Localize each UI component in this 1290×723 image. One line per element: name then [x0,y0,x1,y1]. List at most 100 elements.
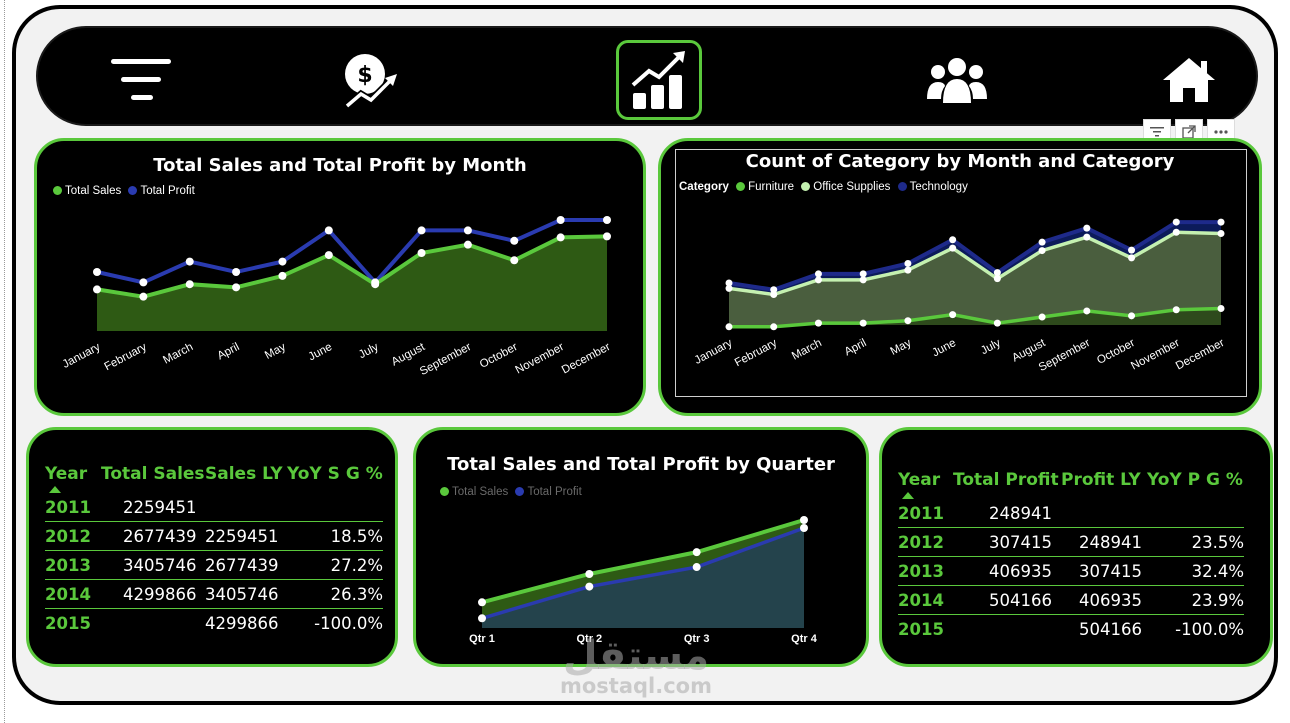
monthly-area-chart[interactable]: January February March April May June July Augu… [37,197,643,416]
total-sales-point [585,570,594,578]
table-row[interactable]: 2011 248941 [898,499,1244,528]
x-tick-label-january: January [61,341,103,371]
last-year-cell: 2259451 [205,521,287,551]
furniture-point [904,317,912,325]
year-cell: 2011 [45,493,101,522]
furniture-point [1128,312,1136,320]
total-profit-point [510,236,519,245]
year-cell: 2011 [898,499,953,528]
legend-furniture[interactable]: Furniture [748,181,795,193]
furniture-line [729,306,1222,329]
total-sales-line [481,518,805,605]
yoy-growth-cell: 18.5% [287,521,383,551]
column-header-sales-ly[interactable]: Sales LY [205,464,283,484]
total-cell: 504166 [953,585,1061,615]
sales-nav-button[interactable]: $ [328,40,414,120]
table-row[interactable]: 2013 406935 307415 32.4% [898,556,1244,586]
legend-title: Category [679,181,729,193]
x-tick-label-qtr-2: Qtr 2 [576,633,602,645]
column-header-year[interactable]: Year [45,464,101,493]
last-year-cell: 2677439 [205,550,287,580]
column-header-year-label: Year [898,470,941,490]
total-profit-line [96,218,607,286]
technology-point [1128,246,1136,254]
legend-total-profit-q[interactable]: Total Profit [527,486,582,498]
total-cell: 3405746 [101,550,205,580]
legend-technology[interactable]: Technology [909,181,968,193]
office-supplies-point [859,276,867,284]
furniture-point [1038,313,1046,321]
column-header-yoy-profit-growth[interactable]: YoY P G % [1147,470,1243,490]
filter-nav-button[interactable] [98,40,184,120]
column-header-profit-ly[interactable]: Profit LY [1061,470,1141,490]
x-tick-label-november: November [1129,337,1182,373]
watermark: مستقل mostaql.com [560,636,712,698]
total-profit-point [463,226,472,235]
technology-point [993,269,1001,277]
table-row[interactable]: 2014 504166 406935 23.9% [898,585,1244,615]
office-supplies-point [814,276,822,284]
home-nav-button[interactable] [1146,40,1232,120]
furniture-point [725,323,733,331]
year-cell: 2012 [45,521,101,551]
legend-swatch-total-profit [128,186,138,195]
total-sales-line [96,234,608,299]
x-tick-label-march: March [161,341,195,367]
year-cell: 2015 [45,613,91,633]
table-header-row: Year Total Sales Sales LY YoY S G % [45,464,383,493]
legend-office-supplies[interactable]: Office Supplies [813,181,891,193]
table-row[interactable]: 2014 4299866 3405746 26.3% [45,579,383,609]
legend-total-sales-q[interactable]: Total Sales [452,486,509,498]
total-cell: 2259451 [101,493,205,522]
total-profit-point [185,257,194,266]
table-row[interactable]: 2015 504166 -100.0% [898,615,1244,644]
column-header-total-profit[interactable]: Total Profit [953,470,1059,490]
total-cell: 248941 [953,499,1061,528]
table-row[interactable]: 2012 307415 248941 23.5% [898,527,1244,557]
table-row[interactable]: 2015 4299866 -100.0% [45,609,383,638]
office-supplies-point [1217,230,1225,237]
table-header-row: Year Total Profit Profit LY YoY P G % [898,470,1244,499]
x-tick-label-qtr-4: Qtr 4 [791,633,818,645]
yoy-growth-cell: -100.0% [1175,619,1244,639]
total-profit-point [692,563,701,572]
last-year-cell: 248941 [1061,527,1147,557]
table-row[interactable]: 2013 3405746 2677439 27.2% [45,550,383,580]
sales-yoy-table-panel: Year Total Sales Sales LY YoY S G % 2011… [26,427,398,667]
office-supplies-point [725,284,733,292]
total-profit-point [603,216,611,224]
total-sales-point [510,256,519,265]
total-profit-point [278,257,287,266]
office-supplies-point [1038,247,1046,255]
category-chart-legend: Category Furniture Office Supplies Techn… [679,181,968,193]
last-year-cell: 406935 [1061,585,1147,615]
furniture-point [1083,307,1091,315]
monthly-chart-legend: Total Sales Total Profit [49,185,195,197]
furniture-point [949,311,957,319]
legend-swatch-furniture [736,182,746,191]
table-row[interactable]: 2011 2259451 [45,493,383,522]
x-tick-label-november: November [514,341,567,377]
legend-total-profit[interactable]: Total Profit [140,185,195,197]
last-year-cell [205,493,287,522]
x-tick-label-april: April [216,341,242,362]
last-year-cell [1061,499,1147,528]
table-row[interactable]: 2012 2677439 2259451 18.5% [45,521,383,551]
technology-point [1217,218,1225,226]
x-tick-label-september: September [1037,337,1092,374]
last-year-cell: 504166 [1079,619,1142,639]
year-cell: 2012 [898,527,953,557]
quarterly-area-chart[interactable]: Qtr 1 Qtr 2 Qtr 3 Qtr 4 [416,502,866,662]
x-tick-label-may: May [888,337,913,358]
yoy-growth-cell: 26.3% [287,579,383,609]
technology-point [1038,238,1046,246]
column-header-total-sales[interactable]: Total Sales [101,464,205,484]
customers-nav-button[interactable] [914,40,1000,120]
column-header-yoy-sales-growth[interactable]: YoY S G % [287,464,383,484]
legend-total-sales[interactable]: Total Sales [65,185,122,197]
trend-nav-button[interactable] [616,40,702,120]
legend-swatch-total-sales-q [440,487,449,496]
column-header-year[interactable]: Year [898,470,953,499]
total-sales-point [371,280,380,289]
